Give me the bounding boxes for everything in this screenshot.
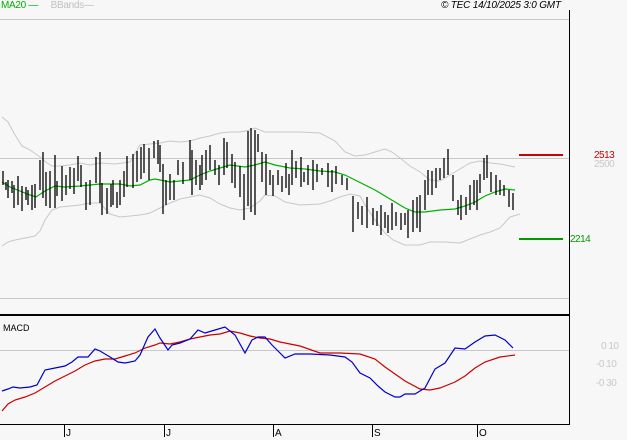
x-tick-oct: O [479, 428, 487, 439]
macd-label-neg0.10: -0 10 [596, 359, 617, 370]
copyright-timestamp: © TEC 14/10/2025 3:0 GMT [441, 0, 561, 11]
bbands-lower-line [1, 193, 521, 247]
gridline-price-label: 2500 [594, 159, 615, 170]
macd-line [1, 326, 514, 398]
x-tick-aug: A [275, 428, 282, 439]
chart-legend: MA20 — BBands— [1, 0, 94, 11]
x-tick-jun: J [66, 428, 71, 439]
ohlc-bars [2, 128, 514, 238]
macd-panel-title: MACD [3, 323, 30, 333]
x-tick-sep: S [374, 428, 381, 439]
macd-label-neg0.30: -0 30 [596, 378, 617, 389]
macd-label-0.10: 0 10 [601, 341, 619, 352]
legend-ma20: MA20 [1, 0, 26, 11]
macd-signal-line [1, 330, 516, 412]
resistance-price-label: 2513 [594, 150, 615, 161]
legend-ma20-swatch: — [25, 0, 39, 11]
support-price-label: 2214 [570, 234, 591, 245]
bbands-upper-line [1, 116, 516, 182]
legend-bbands: BBands [50, 0, 85, 11]
legend-bbands-swatch: — [83, 0, 94, 11]
ma20-line [1, 161, 516, 213]
x-tick-jul: J [166, 428, 171, 439]
